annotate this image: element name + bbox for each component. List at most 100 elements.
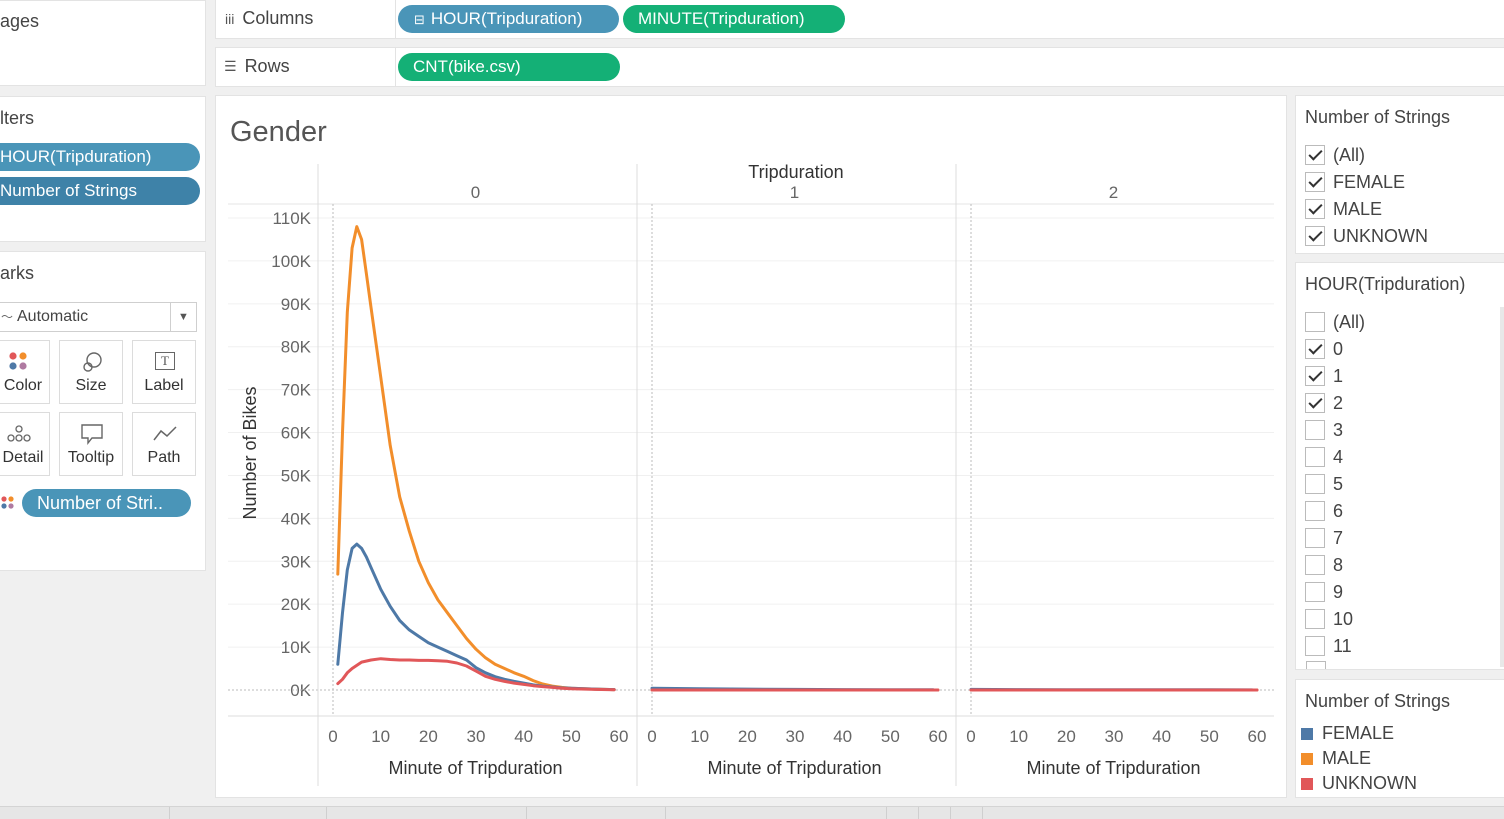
checkbox[interactable] [1305,555,1325,575]
checkbox[interactable] [1305,501,1325,521]
hour-filter-item[interactable]: 5 [1305,473,1343,495]
hour-filter-item[interactable]: 2 [1305,392,1343,414]
hour-filter-scrollbar[interactable] [1500,307,1504,667]
pages-card[interactable]: ages [0,0,206,86]
y-tick-label: 30K [281,552,312,571]
legend-item[interactable]: MALE [1301,748,1371,769]
x-tick-label: 0 [328,727,337,746]
tooltip-card[interactable]: Tooltip [59,412,123,476]
strings-filter-item-label: FEMALE [1333,171,1406,192]
hour-filter-item[interactable]: 10 [1305,608,1353,630]
hour-filter-item[interactable]: 1 [1305,365,1343,387]
detail-dots-icon [7,425,31,442]
checkbox[interactable] [1305,226,1325,246]
hour-filter-item[interactable]: 3 [1305,419,1343,441]
legend-title: Number of Strings [1305,691,1451,711]
strings-filter-item[interactable]: FEMALE [1305,171,1405,193]
hour-filter-item[interactable]: 7 [1305,527,1343,549]
checkbox[interactable] [1305,199,1325,219]
y-tick-label: 90K [281,295,312,314]
color-card[interactable]: Color [0,340,50,404]
detail-card[interactable]: Detail [0,412,50,476]
y-tick-label: 20K [281,595,312,614]
label-card[interactable]: T Label [132,340,196,404]
color-legend-card: Number of Strings [1295,679,1504,798]
chevron-down-icon[interactable]: ▼ [170,303,196,331]
sheet-tab[interactable] [950,807,951,819]
legend-swatch [1301,727,1313,740]
checkbox[interactable] [1305,366,1325,386]
filter-pill-hour[interactable]: HOUR(Tripduration) [0,143,200,171]
checkbox[interactable] [1305,609,1325,629]
columns-label: iii Columns [225,8,314,28]
hour-filter-item-label: 2 [1333,392,1344,413]
checkbox[interactable] [1305,636,1325,656]
sheet-tab[interactable] [886,807,887,819]
checkbox[interactable] [1305,145,1325,165]
columns-pill-hour[interactable]: ⊟ HOUR(Tripduration) [398,5,619,33]
y-tick-label: 40K [281,509,312,528]
size-card[interactable]: Size [59,340,123,404]
hour-filter-item[interactable]: (All) [1305,311,1365,333]
legend-item[interactable]: FEMALE [1301,723,1394,744]
color-card-label: Color [3,377,43,394]
legend-item[interactable]: UNKNOWN [1301,773,1417,794]
checkbox[interactable] [1305,172,1325,192]
hour-filter-item-label: 4 [1333,446,1344,467]
checkbox[interactable] [1305,393,1325,413]
x-tick-label: 10 [690,727,709,746]
hour-filter-item[interactable]: 11 [1305,635,1352,657]
label-card-label: Label [144,377,184,394]
x-tick-label: 50 [562,727,581,746]
y-tick-label: 10K [281,638,312,657]
hour-filter-item[interactable]: 8 [1305,554,1343,576]
x-tick-label: 60 [929,727,948,746]
checkbox[interactable] [1305,420,1325,440]
x-tick-label: 20 [1057,727,1076,746]
hour-filter-item-label: (All) [1333,311,1365,332]
checkbox[interactable] [1305,339,1325,359]
hour-filter-item[interactable]: 9 [1305,581,1343,603]
mark-type-dropdown[interactable]: 〜 Automatic ▼ [0,302,197,332]
strings-filter-item[interactable]: MALE [1305,198,1382,220]
sheet-tab[interactable] [982,807,983,819]
collapse-icon[interactable]: ⊟ [414,12,425,27]
checkbox[interactable] [1305,582,1325,602]
sheet-tab[interactable] [526,807,527,819]
rows-icon: ☰ [224,58,237,74]
columns-pill-minute[interactable]: MINUTE(Tripduration) [623,5,845,33]
color-pill-number-of-strings[interactable]: Number of Stri.. [22,489,191,517]
checkbox[interactable] [1305,312,1325,332]
series-line-male [336,225,616,692]
strings-filter-item[interactable]: (All) [1305,144,1365,166]
filter-pill-number-of-strings[interactable]: Number of Strings [0,177,200,205]
column-header-title: Tripduration [748,162,843,182]
sheet-tab[interactable] [665,807,666,819]
sheet-tab[interactable] [326,807,327,819]
rows-pill-count[interactable]: CNT(bike.csv) [398,53,620,81]
checkbox[interactable] [1305,474,1325,494]
sheet-canvas: Gender 0K 10K 20K 30K 40K 50K 60K 70K 80K 90K 100K… [215,95,1287,798]
legend-label: MALE [1322,748,1372,768]
checkbox[interactable] [1305,447,1325,467]
strings-filter-item-label: UNKNOWN [1333,225,1428,246]
hour-filter-item[interactable]: 6 [1305,500,1343,522]
sheet-tab[interactable] [169,807,170,819]
path-card-label: Path [147,449,181,466]
hour-filter-item[interactable]: 0 [1305,338,1343,360]
checkbox[interactable] [1305,528,1325,548]
sheet-tab[interactable] [918,807,919,819]
hour-filter-partial-item[interactable] [1306,661,1326,669]
strings-filter-item[interactable]: UNKNOWN [1305,225,1428,247]
x-tick-label: 50 [1200,727,1219,746]
x-tick-label: 40 [1152,727,1171,746]
x-tick-label: 30 [1105,727,1124,746]
hour-filter-item[interactable]: 4 [1305,446,1343,468]
hour-filter-item-label: 9 [1333,581,1344,602]
y-tick-label: 110K [273,209,312,228]
strings-filter-card: Number of Strings [1295,95,1504,254]
path-card[interactable]: Path [132,412,196,476]
x-axis-label: Minute of Tripduration [388,758,562,778]
legend-label: UNKNOWN [1322,773,1417,793]
legend-swatch [1301,752,1313,765]
